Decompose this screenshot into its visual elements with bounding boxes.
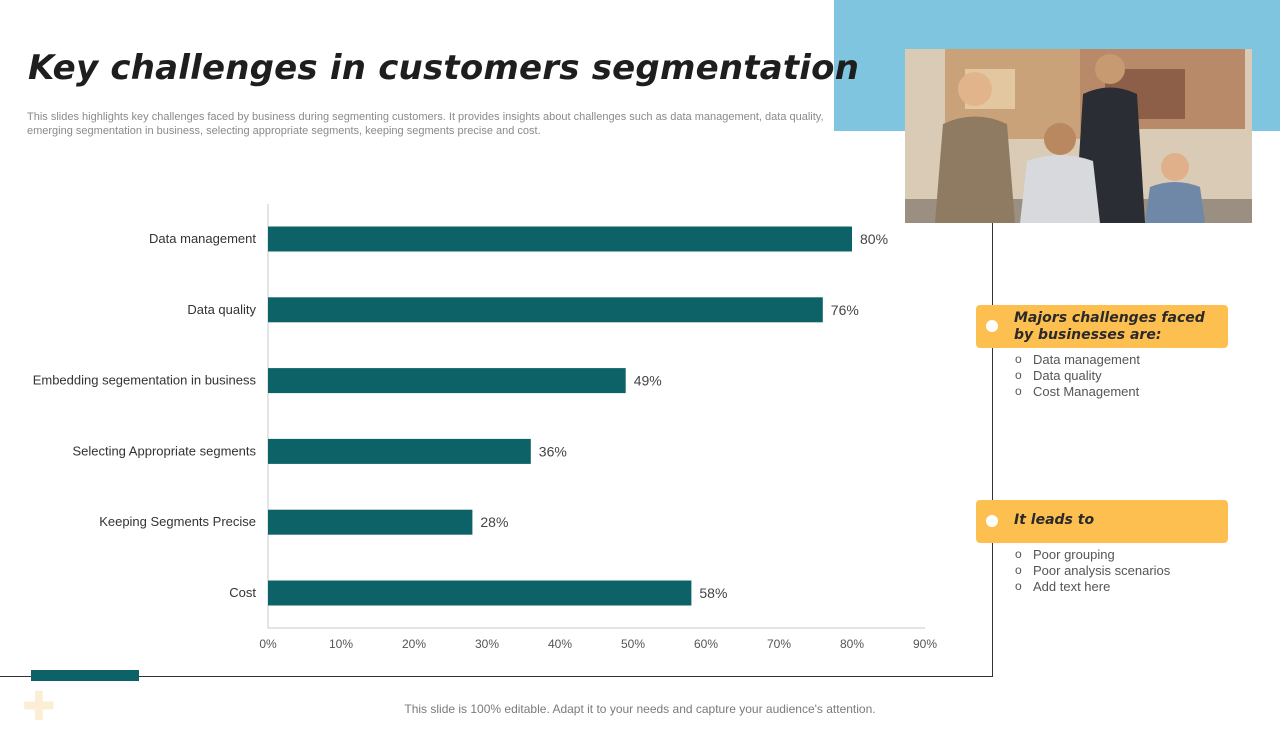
challenges-heading: Majors challenges faced by businesses ar… [1014,310,1205,343]
x-tick-label: 90% [913,637,937,651]
x-tick-label: 40% [548,637,572,651]
x-tick-label: 60% [694,637,718,651]
page-subtitle: This slides highlights key challenges fa… [27,111,824,137]
x-tick-label: 80% [840,637,864,651]
x-tick-label: 70% [767,637,791,651]
bar [268,368,626,394]
bar [268,580,692,606]
team-photo [905,49,1252,223]
x-tick-label: 20% [402,637,426,651]
category-label: Embedding segementation in business [33,373,257,388]
category-label: Cost [229,585,256,600]
category-label: Selecting Appropriate segments [72,443,256,458]
bar [268,297,823,323]
bullet-dot-icon [986,515,998,527]
category-label: Data management [149,231,256,246]
challenges-list: Data management Data quality Cost Manage… [1015,351,1140,400]
leads-to-banner: It leads to [976,500,1228,543]
page-title: Key challenges in customers segmentation [28,48,860,88]
data-label: 28% [480,514,508,530]
x-tick-label: 50% [621,637,645,651]
list-item: Add text here [1015,578,1170,595]
bar [268,438,531,464]
leads-to-list: Poor grouping Poor analysis scenarios Ad… [1015,546,1170,595]
bullet-dot-icon [986,320,998,332]
list-item: Poor grouping [1015,546,1170,563]
list-item: Poor analysis scenarios [1015,562,1170,579]
category-label: Keeping Segments Precise [99,514,256,529]
data-label: 49% [634,373,662,389]
divider-vertical [992,223,993,677]
list-item: Cost Management [1015,383,1140,400]
x-tick-label: 0% [259,637,277,651]
divider-horizontal [0,676,993,677]
list-item: Data quality [1015,367,1140,384]
category-label: Data quality [187,302,256,317]
x-tick-label: 30% [475,637,499,651]
leads-to-heading: It leads to [1014,512,1095,528]
data-label: 80% [860,231,888,247]
bar [268,509,473,535]
x-tick-label: 10% [329,637,353,651]
data-label: 58% [699,585,727,601]
footer-note: This slide is 100% editable. Adapt it to… [404,702,876,716]
decorative-teal-tab [31,670,139,681]
team-photo-illustration [905,49,1252,223]
challenges-banner: Majors challenges faced by businesses ar… [976,305,1228,348]
data-label: 36% [539,443,567,459]
data-label: 76% [831,302,859,318]
bar-chart: Data management 80% Data quality 76% Embeddi… [33,204,937,651]
list-item: Data management [1015,351,1140,368]
bar [268,226,852,252]
